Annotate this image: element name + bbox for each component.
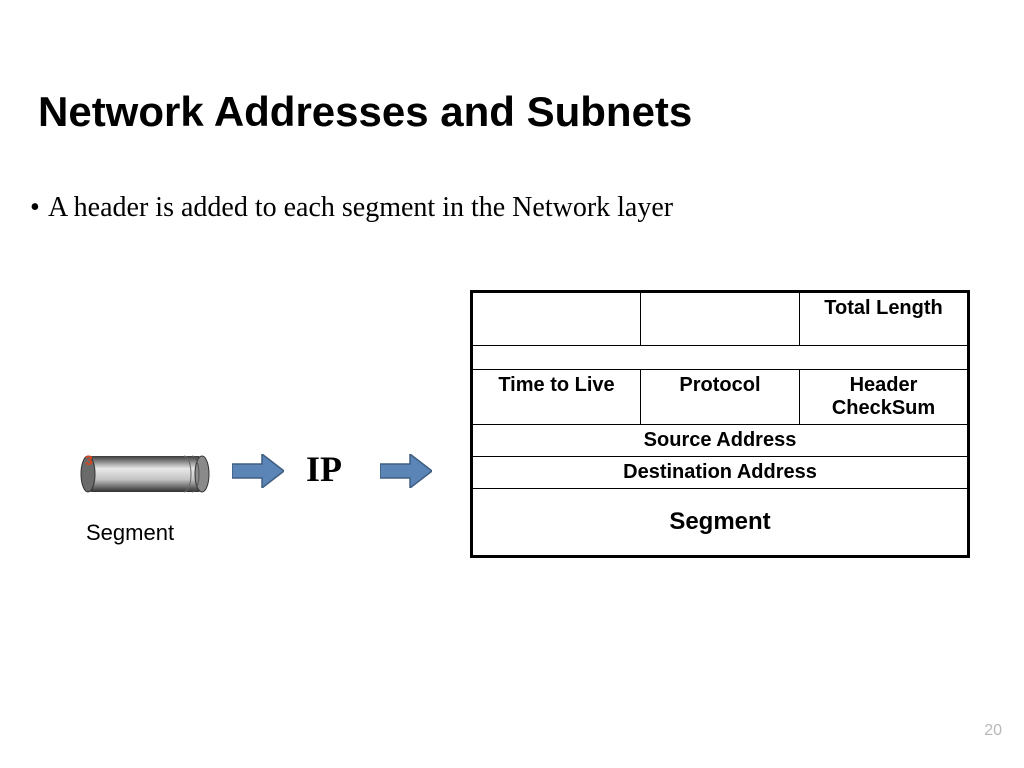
cell-protocol: Protocol [640, 370, 799, 425]
cell-dest-addr: Destination Address [472, 457, 969, 489]
segment-cylinder [80, 454, 210, 494]
segment-badge: 3 [85, 452, 93, 468]
cell-blank [640, 292, 799, 346]
ip-header-table: Total Length Time to Live Protocol Heade… [470, 290, 970, 558]
arrow-icon [232, 454, 284, 488]
table-row: Time to Live Protocol Header CheckSum [472, 370, 969, 425]
bullet-text: A header is added to each segment in the… [48, 192, 673, 223]
cell-blank [472, 292, 641, 346]
cell-segment: Segment [472, 489, 969, 557]
table-row [472, 346, 969, 370]
bullet-dot: • [30, 190, 48, 226]
cell-total-length: Total Length [800, 292, 969, 346]
cell-source-addr: Source Address [472, 425, 969, 457]
ip-label: IP [306, 448, 342, 490]
arrow-icon [380, 454, 432, 488]
table-row: Destination Address [472, 457, 969, 489]
cell-blank-row [472, 346, 969, 370]
table-row: Total Length [472, 292, 969, 346]
table-row: Segment [472, 489, 969, 557]
bullet-point: •A header is added to each segment in th… [30, 190, 790, 226]
page-number: 20 [984, 722, 1002, 740]
cell-ttl: Time to Live [472, 370, 641, 425]
table-row: Source Address [472, 425, 969, 457]
segment-label: Segment [86, 520, 174, 546]
page-title: Network Addresses and Subnets [38, 88, 692, 136]
cell-checksum: Header CheckSum [800, 370, 969, 425]
